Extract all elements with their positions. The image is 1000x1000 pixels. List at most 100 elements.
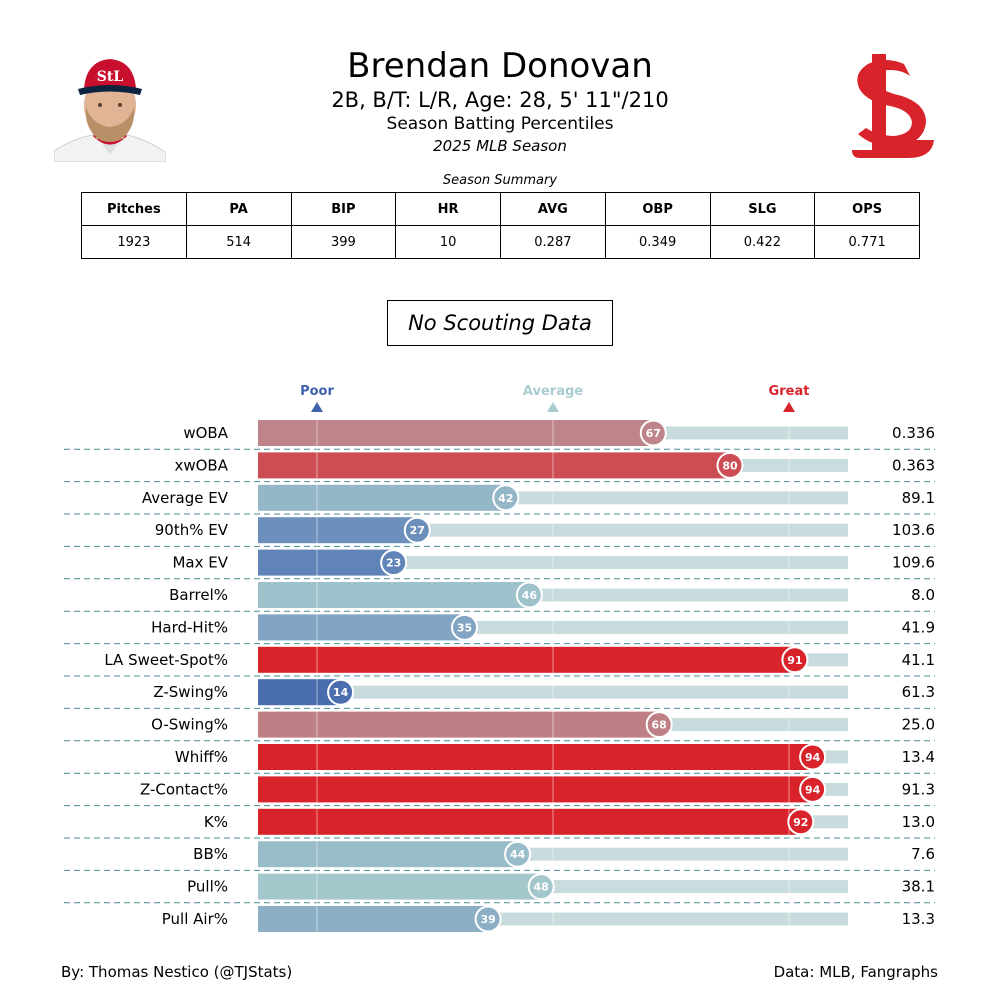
stat-value: 41.9 (902, 618, 935, 636)
category-label: O-Swing% (151, 716, 228, 734)
bar-xwoba (258, 452, 730, 479)
stat-value: 13.4 (902, 748, 935, 766)
summary-header-cell: Pitches (81, 192, 187, 226)
scale-label-poor: Poor (300, 384, 334, 399)
player-name: Brendan Donovan (347, 46, 653, 86)
category-label: 90th% EV (155, 521, 229, 539)
scouting-box: No Scouting Data (387, 300, 613, 346)
category-label: wOBA (183, 424, 228, 442)
stat-value: 13.3 (902, 910, 935, 928)
scale-marker-triangle (311, 402, 323, 412)
summary-value-cell: 10 (395, 225, 501, 259)
percentile-label: 67 (646, 427, 661, 440)
percentile-dot (504, 840, 532, 868)
summary-value-row: 1923 514 399 10 0.287 0.349 0.422 0.771 (81, 225, 920, 259)
percentile-label: 35 (457, 621, 472, 634)
scale-marker-triangle (783, 402, 795, 412)
summary-header-cell: SLG (709, 192, 816, 226)
summary-value-cell: 0.422 (709, 225, 816, 259)
percentile-label: 94 (805, 751, 821, 764)
summary-header-cell: HR (395, 192, 501, 226)
stat-value: 38.1 (902, 878, 935, 896)
stat-value: 91.3 (902, 780, 935, 798)
percentile-label: 23 (386, 557, 401, 570)
summary-label: Season Summary (442, 173, 558, 188)
player-headshot-icon: StL (53, 55, 167, 163)
scale-marker-triangle (547, 402, 559, 412)
summary-header-cell: BIP (290, 192, 397, 226)
percentile-label: 91 (787, 654, 802, 667)
season-label: 2025 MLB Season (433, 137, 567, 155)
bar-max-ev (258, 549, 394, 576)
summary-header-cell: OPS (814, 192, 920, 226)
summary-header-cell: PA (185, 192, 292, 226)
stat-value: 103.6 (892, 521, 935, 539)
percentile-dot (474, 905, 502, 933)
bar-z-contact- (258, 776, 813, 803)
stat-value: 7.6 (911, 845, 935, 863)
category-label: Hard-Hit% (151, 618, 228, 636)
percentile-dot (380, 549, 408, 577)
bar-whiff- (258, 744, 813, 770)
category-label: LA Sweet-Spot% (104, 651, 228, 669)
bar-hard-hit- (258, 614, 465, 641)
summary-value-cell: 514 (185, 225, 292, 259)
bar-barrel- (258, 582, 530, 608)
bar-woba (258, 420, 654, 446)
percentile-dot (327, 678, 355, 706)
category-label: Pull% (187, 878, 228, 896)
summary-value-cell: 0.287 (500, 225, 606, 259)
percentile-label: 27 (410, 524, 425, 537)
summary-header-cell: OBP (604, 192, 711, 226)
category-label: Z-Swing% (153, 683, 228, 701)
stat-value: 13.0 (902, 813, 935, 831)
bar-90th-ev (258, 517, 418, 544)
bar-la-sweet-spot- (258, 646, 795, 673)
bar-bb- (258, 841, 518, 868)
stat-value: 109.6 (892, 554, 935, 572)
category-label: Whiff% (175, 748, 228, 766)
stat-value: 8.0 (911, 586, 935, 604)
category-label: Pull Air% (162, 910, 228, 928)
percentile-label: 42 (498, 492, 513, 505)
footer-source: Data: MLB, Fangraphs (773, 963, 938, 981)
percentile-dot (799, 775, 827, 803)
summary-table: Pitches PA BIP HR AVG OBP SLG OPS 1923 5… (81, 192, 920, 259)
percentile-dot (515, 581, 543, 609)
category-label: Barrel% (169, 586, 228, 604)
summary-value-cell: 1923 (81, 225, 187, 259)
svg-text:StL: StL (97, 69, 124, 85)
percentile-dot (527, 873, 555, 901)
percentile-label: 68 (652, 719, 667, 732)
category-label: Average EV (142, 489, 229, 507)
percentile-label: 44 (510, 848, 526, 861)
percentile-dot (716, 451, 744, 479)
bar-o-swing- (258, 711, 660, 738)
scale-label-great: Great (769, 384, 810, 399)
percentile-dot (492, 484, 520, 512)
stat-value: 0.363 (892, 456, 935, 474)
percentile-dot (787, 808, 815, 836)
summary-value-cell: 0.349 (604, 225, 711, 259)
player-info: 2B, B/T: L/R, Age: 28, 5' 11"/210 (331, 88, 669, 112)
percentile-label: 92 (793, 816, 808, 829)
percentile-dot (799, 743, 827, 771)
percentile-label: 46 (522, 589, 538, 602)
percentile-dot (403, 516, 431, 544)
bar-k- (258, 808, 801, 835)
percentile-label: 80 (722, 459, 738, 472)
stat-value: 0.336 (892, 424, 935, 442)
summary-value-cell: 0.771 (814, 225, 920, 259)
summary-header-row: Pitches PA BIP HR AVG OBP SLG OPS (81, 192, 920, 226)
summary-header-cell: AVG (500, 192, 606, 226)
category-label: xwOBA (174, 456, 228, 474)
stat-value: 41.1 (902, 651, 935, 669)
percentile-label: 39 (480, 913, 495, 926)
percentile-chart: Poor Average Great wOBA 0.336 xwOBA 0.363 Avera… (64, 384, 935, 933)
scale-label-average: Average (523, 384, 583, 399)
percentile-dot (645, 711, 673, 739)
category-label: Max EV (172, 554, 228, 572)
summary-value-cell: 399 (290, 225, 397, 259)
bar-pull-air- (258, 906, 489, 932)
report-title: Season Batting Percentiles (386, 114, 614, 134)
